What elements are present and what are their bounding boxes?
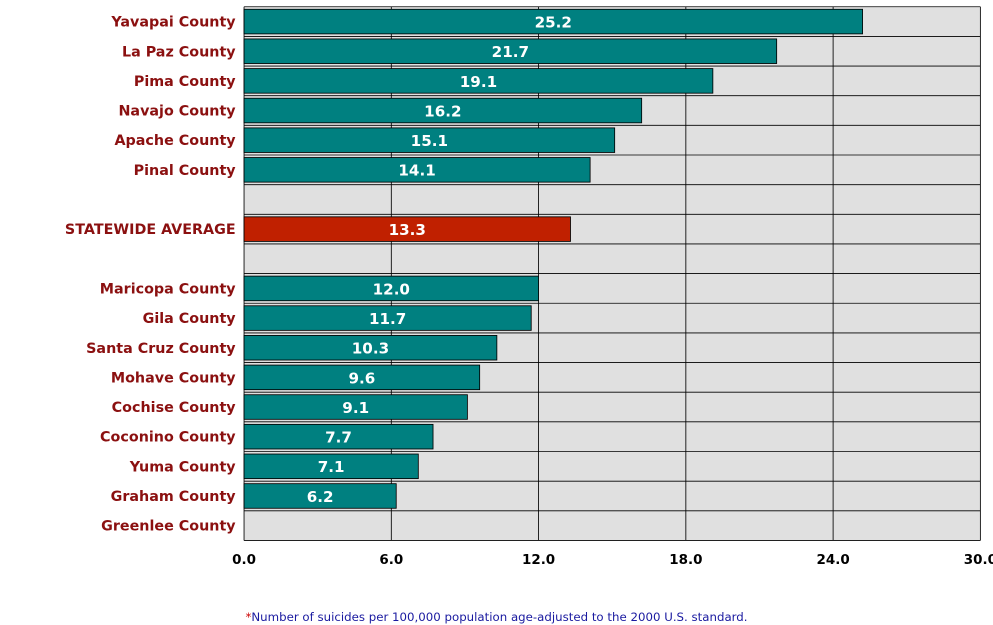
x-tick-label: 30.0 [964, 552, 993, 568]
bar [243, 68, 714, 94]
footnote: *Number of suicides per 100,000 populati… [0, 611, 993, 625]
category-label: Maricopa County [100, 281, 237, 297]
bar-value-label: 16.2 [424, 102, 461, 120]
footnote-text: Number of suicides per 100,000 populatio… [251, 611, 748, 625]
bar [243, 483, 397, 509]
bar [243, 38, 778, 64]
x-tick-label: 18.0 [669, 552, 702, 568]
bar-value-label: 12.0 [373, 280, 410, 298]
category-label: Navajo County [118, 104, 236, 120]
bar-value-label: 21.7 [492, 43, 529, 61]
category-label: Yavapai County [110, 15, 236, 31]
x-tick-label: 0.0 [232, 552, 256, 568]
bar [243, 8, 863, 35]
x-tick-label: 24.0 [817, 552, 850, 568]
bar-value-label: 25.2 [535, 13, 572, 31]
category-label: Mohave County [111, 370, 236, 386]
category-label: La Paz County [122, 44, 236, 60]
category-label: Yuma County [129, 459, 237, 475]
category-label: Cochise County [112, 400, 237, 416]
bar-value-label: 7.1 [318, 458, 345, 476]
bar [243, 305, 532, 331]
category-label: Coconino County [100, 430, 236, 446]
category-label: Graham County [111, 489, 237, 505]
x-tick-label: 12.0 [522, 552, 555, 568]
category-label: Greenlee County [101, 519, 236, 535]
category-label: STATEWIDE AVERAGE [65, 222, 236, 238]
bar-value-label: 9.6 [348, 369, 375, 387]
bar-value-label: 14.1 [398, 162, 435, 180]
bar-value-label: 6.2 [307, 488, 334, 506]
bar-value-label: 19.1 [460, 73, 497, 91]
bar [243, 157, 591, 183]
bar-value-label: 13.3 [389, 221, 426, 239]
bar-value-label: 10.3 [352, 340, 389, 358]
bar [243, 364, 481, 391]
category-label: Pinal County [134, 163, 237, 179]
category-label: Gila County [143, 311, 237, 327]
bar-value-label: 15.1 [411, 132, 448, 150]
bar [243, 394, 468, 420]
x-tick-label: 6.0 [379, 552, 403, 568]
category-label: Apache County [114, 133, 236, 149]
bar [243, 423, 434, 450]
category-label: Pima County [134, 74, 236, 90]
bar [243, 216, 571, 242]
bar [243, 453, 419, 480]
bar-value-label: 7.7 [325, 429, 352, 447]
bar [243, 275, 539, 302]
bar [243, 335, 498, 361]
bar-chart: 0.0 6.0 12.0 18.0 24.0 30.0 Yavapai County 25.2… [65, 6, 993, 568]
bar-value-label: 11.7 [369, 310, 406, 328]
bar [243, 127, 616, 153]
bar [243, 97, 643, 124]
category-label: Santa Cruz County [86, 341, 236, 357]
bar-value-label: 9.1 [342, 399, 369, 417]
